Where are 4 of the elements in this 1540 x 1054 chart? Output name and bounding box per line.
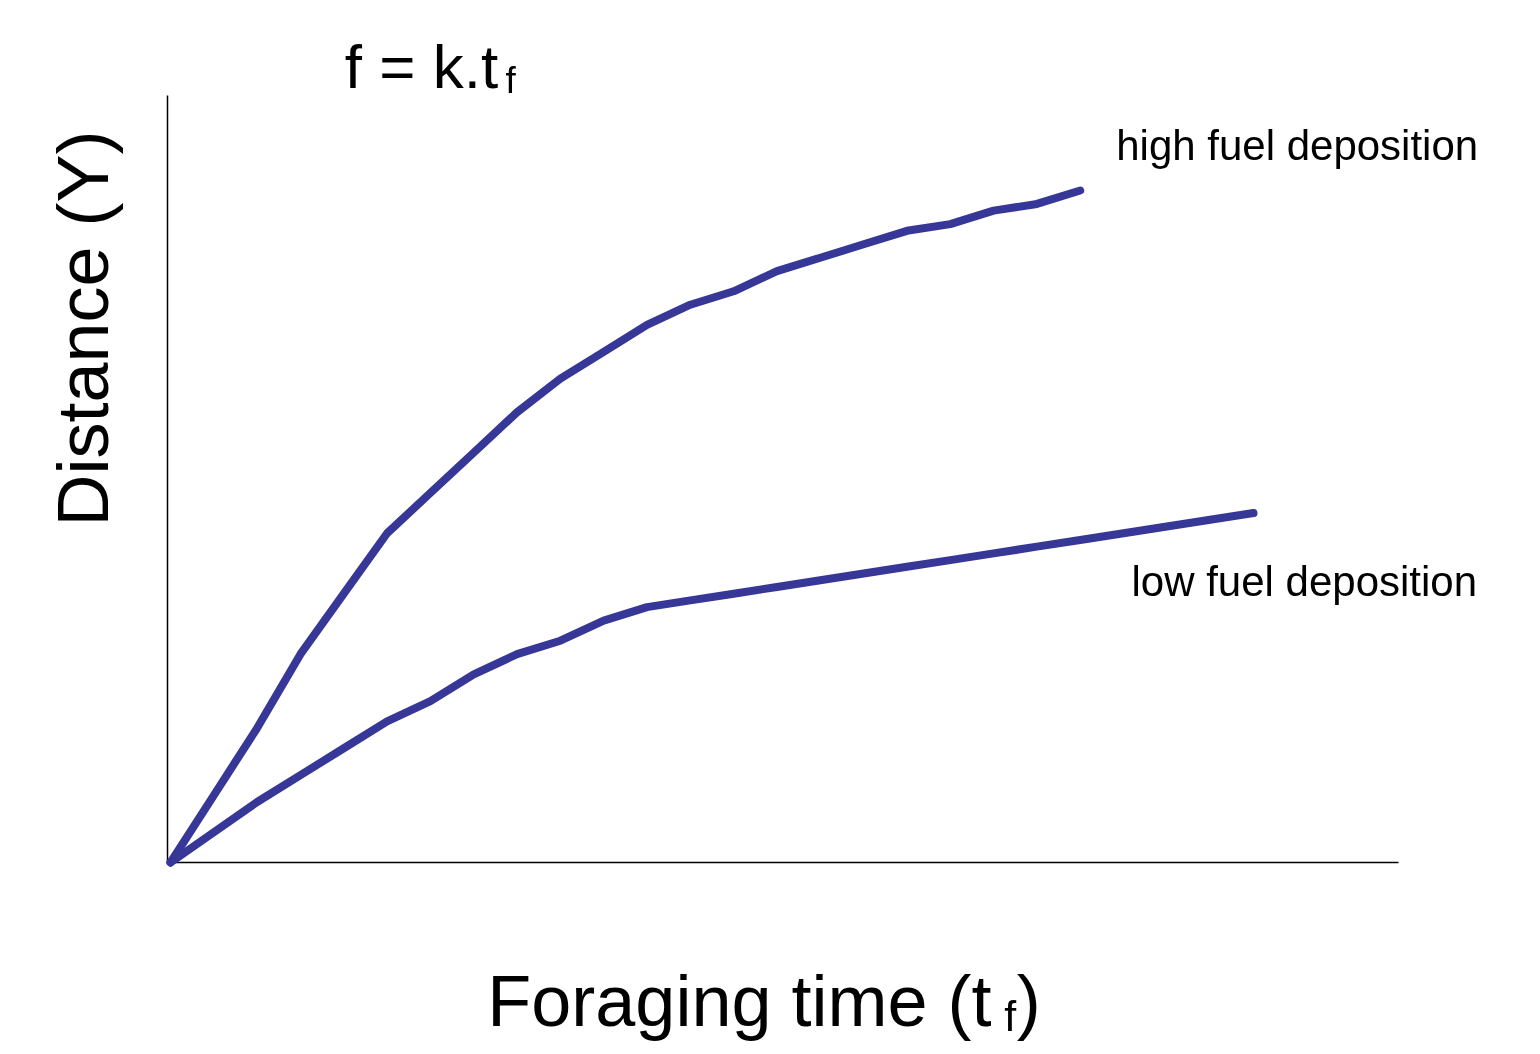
series-label: high fuel deposition bbox=[1116, 121, 1479, 169]
y-axis-title: Distance (Y) bbox=[42, 130, 123, 527]
chart-title: f = k.tf bbox=[344, 32, 517, 101]
series-label: low fuel deposition bbox=[1131, 558, 1478, 606]
